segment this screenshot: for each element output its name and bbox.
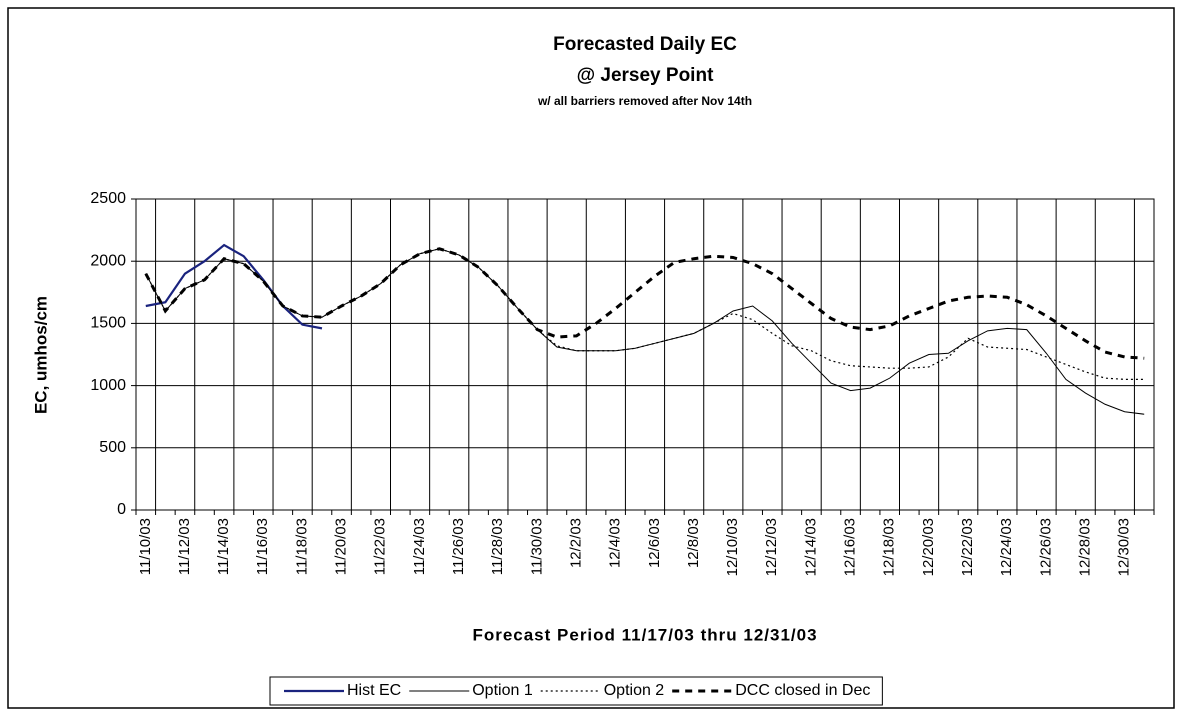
x-tick-label: 11/24/03: [411, 518, 428, 575]
series-line: [145, 248, 1145, 380]
x-tick-label: 11/30/03: [528, 518, 545, 575]
x-tick-label: 11/10/03: [137, 518, 154, 575]
x-tick-label: 12/26/03: [1037, 518, 1054, 576]
y-tick-label: 2000: [90, 252, 126, 269]
x-tick-label: 12/6/03: [646, 518, 663, 568]
x-tick-label: 12/18/03: [881, 518, 898, 576]
x-tick-label: 11/12/03: [176, 518, 193, 575]
chart-border: [7, 7, 1175, 709]
y-tick-label: 1500: [90, 315, 126, 332]
x-tick-label: 11/26/03: [450, 518, 467, 575]
x-tick-label: 12/22/03: [959, 518, 976, 576]
y-tick-label: 1000: [90, 377, 126, 394]
y-tick-label: 2500: [90, 190, 126, 207]
x-tick-label: 12/2/03: [567, 518, 584, 568]
y-tick-label: 0: [117, 501, 126, 518]
x-tick-label: 12/16/03: [842, 518, 859, 576]
x-tick-label: 11/20/03: [333, 518, 350, 575]
legend-label: DCC closed in Dec: [735, 682, 870, 699]
x-tick-label: 11/16/03: [254, 518, 271, 575]
series-line: [145, 243, 323, 330]
chart-subtitle: @ Jersey Point: [577, 65, 714, 86]
x-tick-label: 12/12/03: [763, 518, 780, 576]
x-tick-label: 12/20/03: [920, 518, 937, 576]
x-tick-label: 12/10/03: [724, 518, 741, 576]
plot-area: [135, 198, 1155, 511]
y-tick-label: 500: [99, 439, 126, 456]
x-tick-label: 12/8/03: [685, 518, 702, 568]
x-tick-label: 12/4/03: [607, 518, 624, 568]
x-tick-label: 11/14/03: [215, 518, 232, 575]
series-line: [144, 247, 1145, 360]
legend: Hist EC Option 1 Option 2 DCC closed in Dec: [269, 676, 883, 706]
x-tick-label: 11/18/03: [293, 518, 310, 575]
legend-label: Option 2: [604, 682, 665, 699]
legend-label: Hist EC: [347, 682, 401, 699]
x-axis-title: Forecast Period 11/17/03 thru 12/31/03: [472, 625, 817, 644]
x-tick-label: 12/30/03: [1116, 518, 1133, 576]
chart-note: w/ all barriers removed after Nov 14th: [537, 94, 752, 108]
x-tick-label: 12/24/03: [998, 518, 1015, 576]
x-tick-label: 11/28/03: [489, 518, 506, 575]
legend-label: Option 1: [472, 682, 533, 699]
y-axis-title: EC, umhos/cm: [31, 296, 50, 414]
x-tick-label: 11/22/03: [372, 518, 389, 575]
x-tick-label: 12/14/03: [802, 518, 819, 576]
chart-title: Forecasted Daily EC: [553, 34, 737, 55]
x-tick-label: 12/28/03: [1076, 518, 1093, 576]
